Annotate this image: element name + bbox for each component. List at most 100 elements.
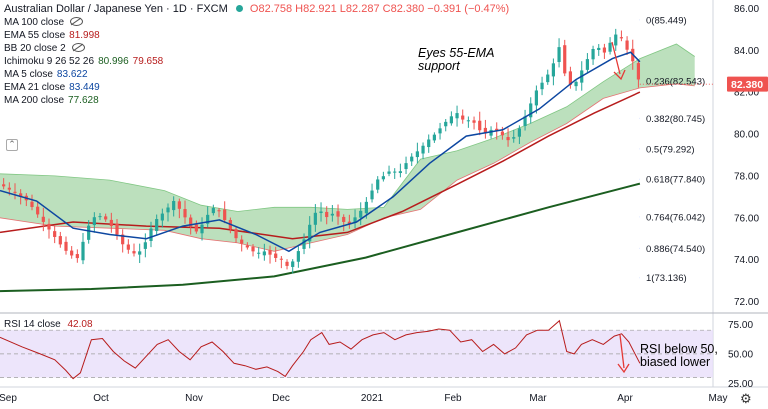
legend-value: 79.658: [132, 56, 164, 67]
legend-label: MA 200 close: [4, 95, 65, 106]
candle-body: [257, 252, 261, 254]
legend-row[interactable]: EMA 21 close 83.449: [4, 81, 509, 94]
price-tick-label: 86.00: [734, 4, 759, 15]
legend-row[interactable]: MA 100 close: [4, 16, 509, 29]
candle-body: [268, 250, 272, 255]
candle-body: [483, 127, 487, 134]
candle-body: [211, 208, 215, 214]
fib-label: 0.886(74.540): [646, 244, 705, 255]
candle-body: [87, 225, 91, 240]
candle-body: [404, 163, 408, 170]
candle-body: [370, 190, 374, 200]
candle-body: [245, 245, 249, 248]
candle-body: [449, 116, 453, 124]
candle-body: [262, 251, 266, 256]
candle-body: [217, 210, 221, 212]
candle-body: [512, 137, 516, 139]
candle-body: [109, 219, 113, 226]
fib-label: 0.764(76.042): [646, 212, 705, 223]
candle-body: [2, 184, 6, 187]
price-tick-label: 74.00: [734, 255, 759, 266]
collapse-legend-button[interactable]: ⌃: [6, 139, 18, 151]
eye-hidden-icon[interactable]: [71, 43, 85, 52]
legend-row[interactable]: MA 200 close 77.628: [4, 94, 509, 107]
rsi-tick-label: 50.00: [728, 349, 753, 360]
gear-icon[interactable]: ⚙: [740, 391, 752, 406]
candle-body: [353, 217, 357, 223]
candle-body: [500, 131, 504, 136]
candle-body: [302, 239, 306, 249]
candle-body: [189, 217, 193, 227]
candle-body: [166, 207, 170, 213]
support-annotation-line-2: support: [418, 59, 460, 73]
candle-body: [98, 216, 102, 218]
candle-body: [19, 193, 23, 197]
legend-label: EMA 55 close: [4, 30, 66, 41]
candle-body: [557, 47, 561, 63]
price-tick-label: 78.00: [734, 171, 759, 182]
support-arrow-head: [613, 69, 626, 81]
candle-body: [563, 45, 567, 74]
rsi-tick-label: 25.00: [728, 379, 753, 390]
candle-body: [619, 37, 624, 39]
candle-body: [132, 251, 136, 254]
candle-body: [115, 223, 119, 235]
candle-body: [319, 211, 323, 214]
candle-body: [495, 128, 499, 131]
candle-body: [342, 216, 346, 222]
candle-body: [285, 261, 289, 266]
candle-body: [138, 251, 142, 255]
candle-body: [602, 47, 607, 53]
candle-body: [143, 242, 147, 249]
candle-body: [461, 115, 465, 120]
rsi-band: [0, 330, 713, 378]
candle-body: [194, 224, 198, 232]
candle-body: [591, 48, 595, 60]
legend-row[interactable]: BB 20 close 2: [4, 42, 509, 55]
candle-body: [234, 229, 238, 239]
legend-row[interactable]: Ichimoku 9 26 52 26 80.996 79.658: [4, 55, 509, 68]
rsi-legend: RSI 14 close 42.08: [4, 318, 93, 331]
candle-body: [41, 216, 45, 222]
legend-row[interactable]: MA 5 close 83.622: [4, 68, 509, 81]
candle-body: [172, 201, 176, 211]
candle-body: [523, 116, 527, 126]
legend-value: 77.628: [68, 95, 99, 106]
eye-hidden-icon[interactable]: [70, 17, 84, 26]
candle-body: [393, 171, 397, 173]
candle-body: [53, 231, 57, 237]
symbol-title: Australian Dollar / Japanese Yen · 1D · …: [4, 3, 228, 15]
candle-body: [455, 113, 459, 119]
legend-label: BB 20 close 2: [4, 43, 66, 54]
price-tick-label: 84.00: [734, 46, 759, 57]
time-tick-label: Sep: [0, 393, 17, 404]
legend-value: 83.622: [56, 69, 88, 80]
candle-body: [47, 223, 51, 230]
fib-label: 0.618(77.840): [646, 175, 705, 186]
candle-body: [472, 120, 476, 123]
candle-body: [625, 40, 629, 50]
candle-body: [359, 210, 363, 218]
candle-body: [81, 241, 85, 261]
price-tick-label: 82.00: [734, 88, 759, 99]
ohlc-readout: O82.758 H82.921 L82.287 C82.380 −0.391 (…: [249, 3, 510, 15]
candle-body: [70, 250, 74, 256]
legend-value: 83.449: [69, 82, 100, 93]
candle-body: [177, 201, 181, 209]
candle-body: [75, 254, 79, 259]
legend-row[interactable]: EMA 55 close 81.998: [4, 29, 509, 42]
candle-body: [313, 212, 317, 225]
candle-body: [551, 63, 555, 77]
candle-body: [364, 201, 368, 214]
candle-body: [597, 47, 601, 50]
ema21-line: [0, 51, 641, 253]
candle-body: [279, 258, 283, 260]
candle-body: [585, 59, 590, 70]
legend-panel: Australian Dollar / Japanese Yen · 1D · …: [4, 3, 509, 107]
candle-body: [438, 128, 442, 134]
candle-body: [427, 139, 431, 148]
candle-body: [336, 211, 340, 217]
candle-body: [155, 218, 159, 232]
